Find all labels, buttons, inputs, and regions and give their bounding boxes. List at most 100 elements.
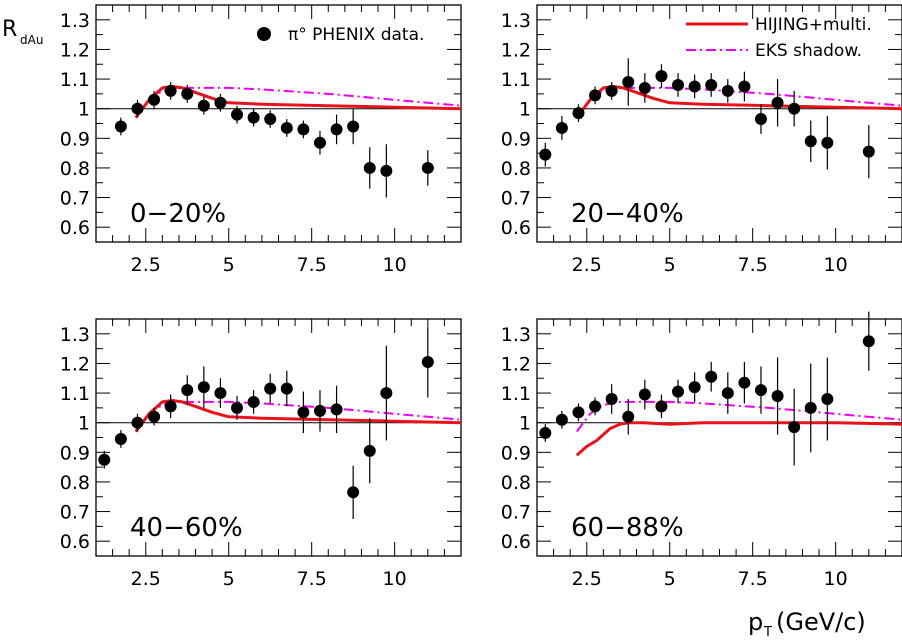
data-point <box>214 387 227 400</box>
y-tick-label: 1 <box>519 413 531 435</box>
data-point <box>264 382 277 395</box>
data-point <box>247 111 260 124</box>
data-point <box>247 395 260 408</box>
data-point <box>264 113 277 126</box>
data-point <box>738 80 751 93</box>
data-point <box>705 78 718 91</box>
x-tick-label: 5 <box>664 568 676 590</box>
y-tick-label: 0.9 <box>60 128 90 150</box>
data-point <box>821 136 834 149</box>
data-point <box>705 370 718 383</box>
y-tick-label: 0.8 <box>60 472 90 494</box>
y-tick-label: 0.9 <box>501 442 531 464</box>
data-point <box>164 84 177 97</box>
data-point <box>589 400 602 413</box>
x-tick-label: 7.5 <box>297 254 327 276</box>
y-axis-label-main: R <box>2 17 17 42</box>
data-point <box>164 400 177 413</box>
y-tick-label: 0.8 <box>60 158 90 180</box>
data-point <box>638 81 651 94</box>
data-point <box>605 392 618 405</box>
y-tick-label: 1.3 <box>60 324 90 346</box>
data-point <box>363 444 376 457</box>
data-point <box>330 123 343 136</box>
y-tick-label: 1.1 <box>501 383 531 405</box>
data-point <box>313 404 326 417</box>
panel-2: 0.6 0.7 0.8 0.9 1 1.1 1.2 1.3 2.5 5 7.5 10 20−40% <box>501 4 902 276</box>
x-tick-label: 10 <box>383 568 407 590</box>
x-tick-label: 7.5 <box>738 254 768 276</box>
panel-4: 0.6 0.7 0.8 0.9 1 1.1 1.2 1.3 2.5 5 7.5 10 60−88% <box>501 311 902 590</box>
data-point <box>197 381 210 394</box>
y-tick-label: 1.3 <box>60 10 90 32</box>
legend-label-phenix: π° PHENIX data. <box>288 25 424 45</box>
data-point <box>788 421 801 434</box>
y-tick-label: 1.1 <box>501 69 531 91</box>
data-point <box>754 113 767 126</box>
data-point <box>622 76 635 89</box>
data-point <box>555 121 568 134</box>
y-tick-label: 1.1 <box>60 69 90 91</box>
y-tick-label: 0.6 <box>60 217 90 239</box>
x-axis-label-main: p <box>748 608 763 636</box>
data-point <box>655 400 668 413</box>
x-tick-label: 10 <box>824 568 848 590</box>
y-tick-label: 1 <box>519 99 531 121</box>
legend-label-hijing: HIJING+multi. <box>755 15 872 35</box>
data-point <box>330 403 343 416</box>
centrality-label: 0−20% <box>130 199 226 229</box>
legend-label-eks: EKS shadow. <box>755 41 862 61</box>
x-tick-label: 10 <box>824 254 848 276</box>
data-point <box>214 96 227 109</box>
x-tick-label: 2.5 <box>131 568 161 590</box>
y-tick-label: 0.9 <box>501 128 531 150</box>
hijing-curve <box>575 421 902 457</box>
data-point <box>572 107 585 120</box>
centrality-label: 40−60% <box>130 513 243 543</box>
x-tick-label: 5 <box>223 254 235 276</box>
y-tick-label: 0.7 <box>60 188 90 210</box>
x-tick-label: 2.5 <box>572 568 602 590</box>
y-tick-label: 1 <box>78 413 90 435</box>
data-point <box>98 453 111 466</box>
data-point <box>688 381 701 394</box>
data-point <box>638 388 651 401</box>
data-point <box>280 121 293 134</box>
data-point <box>539 148 552 161</box>
data-point <box>131 102 144 115</box>
y-tick-label: 0.6 <box>501 217 531 239</box>
eks-curve <box>134 400 462 433</box>
x-axis-label-sub: T <box>763 625 772 640</box>
y-tick-label: 0.7 <box>60 502 90 524</box>
x-tick-label: 10 <box>383 254 407 276</box>
y-tick-label: 0.8 <box>501 472 531 494</box>
y-tick-label: 0.6 <box>60 531 90 553</box>
eks-curve <box>575 400 902 433</box>
y-tick-label: 0.9 <box>60 442 90 464</box>
y-tick-label: 0.7 <box>501 502 531 524</box>
x-axis-title: p T (GeV/c) <box>748 608 866 640</box>
data-point <box>114 120 127 133</box>
centrality-label: 20−40% <box>571 199 684 229</box>
data-point <box>804 401 817 414</box>
data-point <box>539 427 552 440</box>
data-point <box>297 406 310 419</box>
x-tick-label: 2.5 <box>572 254 602 276</box>
data-point <box>555 413 568 426</box>
eks-curve <box>575 86 902 119</box>
data-point <box>672 385 685 398</box>
y-tick-label: 1.2 <box>501 39 531 61</box>
data-point <box>605 84 618 97</box>
data-point <box>572 406 585 419</box>
data-point <box>114 432 127 445</box>
data-point <box>738 376 751 389</box>
data-point <box>721 387 734 400</box>
data-point <box>347 486 360 499</box>
data-point <box>131 416 144 429</box>
data-point <box>363 161 376 174</box>
data-point <box>622 410 635 423</box>
x-tick-label: 5 <box>223 568 235 590</box>
data-point <box>313 136 326 149</box>
data-point <box>862 335 875 348</box>
